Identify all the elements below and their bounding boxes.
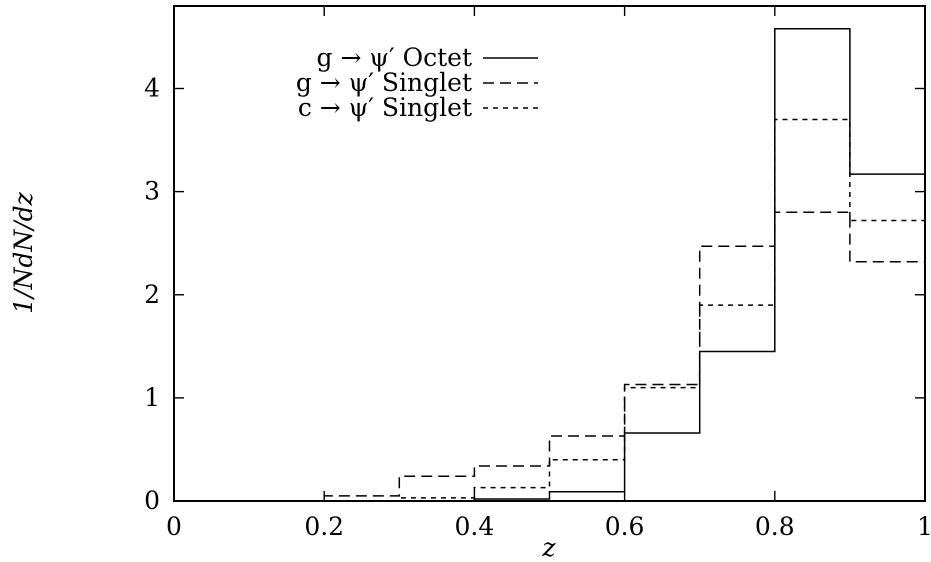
series-short-dash <box>174 118 925 502</box>
x-tick-label: 0 <box>166 512 182 541</box>
x-tick-label: 0.8 <box>755 512 795 541</box>
x-tick-label: 1 <box>917 512 931 541</box>
x-tick-label: 0.2 <box>304 512 344 541</box>
y-tick-label: 2 <box>144 280 160 309</box>
axis-tick-labels: 0 0.2 0.4 0.6 0.8 1 0 1 2 3 4 <box>144 74 931 542</box>
y-axis-label: 1/NdN/dz <box>9 191 38 314</box>
series-solid <box>174 27 925 502</box>
legend-label: g → ψ′ Octet <box>317 43 472 72</box>
legend-label: g → ψ′ Singlet <box>296 68 472 97</box>
series-long-dash <box>174 211 925 502</box>
y-tick-label: 0 <box>144 486 160 515</box>
legend-label: c → ψ′ Singlet <box>298 93 472 122</box>
plot-frame <box>173 5 926 502</box>
x-axis-label: z <box>541 533 556 562</box>
y-tick-label: 4 <box>144 74 160 103</box>
y-tick-label: 1 <box>144 383 160 412</box>
axis-ticks <box>173 6 926 502</box>
x-tick-label: 0.4 <box>455 512 495 541</box>
y-tick-label: 3 <box>144 177 160 206</box>
x-tick-label: 0.6 <box>605 512 645 541</box>
series-layer <box>174 27 925 502</box>
